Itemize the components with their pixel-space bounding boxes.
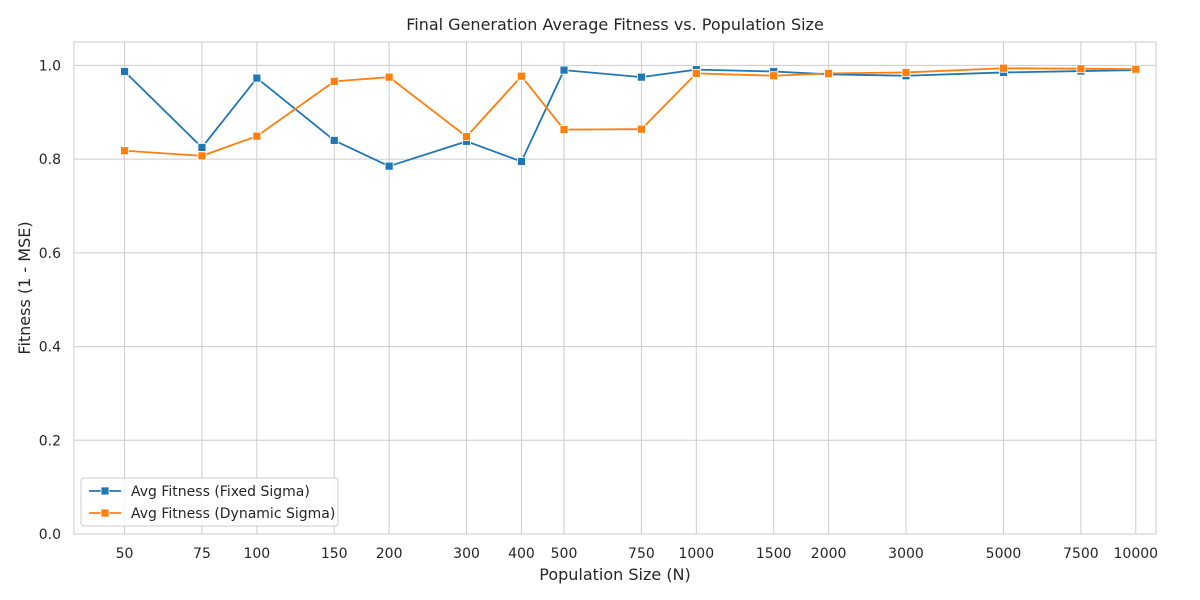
x-tick-label: 5000 [986,546,1022,562]
series-line [124,67,1136,157]
y-tick-label: 0.2 [39,433,61,449]
legend-marker [100,486,110,496]
data-point [769,71,779,81]
x-tick-label: 75 [193,546,211,562]
x-tick-label: 500 [551,546,578,562]
data-point [384,72,394,82]
x-tick-label: 2000 [811,546,847,562]
data-point [824,68,834,78]
x-tick-label: 1500 [756,546,792,562]
y-tick-label: 0.8 [39,152,61,168]
data-point [197,143,207,152]
legend: Avg Fitness (Fixed Sigma) Avg Fitness (Dy… [80,477,339,527]
chart-title: Final Generation Average Fitness vs. Pop… [406,15,824,34]
data-point [559,125,569,135]
data-point [120,146,129,156]
data-point [691,68,701,78]
data-point [462,132,471,142]
series-layer [120,63,1141,171]
data-point [999,63,1008,73]
x-tick-label: 1000 [678,546,714,562]
data-point [120,67,129,76]
data-point [1076,64,1086,74]
x-tick-label: 150 [321,546,348,562]
x-tick-label: 300 [453,546,480,562]
grid [74,42,1156,535]
x-tick-label: 200 [376,546,403,562]
x-tick-label: 3000 [888,546,924,562]
tick-labels: 50 75 100 150 200 300 400 500 750 1000 1500 2000 300… [39,58,1158,562]
x-tick-label: 100 [243,546,270,562]
legend-item: Avg Fitness (Fixed Sigma) [89,484,310,500]
y-tick-label: 0.6 [39,246,61,262]
x-axis-title: Population Size (N) [539,565,691,584]
y-tick-label: 0.4 [39,340,61,356]
x-tick-label: 7500 [1063,546,1099,562]
data-point [637,124,646,134]
x-tick-label: 750 [628,546,655,562]
y-tick-label: 1.0 [39,58,61,74]
data-point [901,68,911,77]
data-point [517,157,526,166]
data-point [197,151,207,161]
x-tick-label: 400 [508,546,535,562]
data-point [559,65,569,75]
data-point [252,131,262,141]
data-point [637,72,646,82]
legend-box [80,477,339,527]
data-point [1131,64,1141,74]
data-point [329,76,339,86]
data-point [252,73,262,83]
legend-marker [100,508,110,518]
legend-label: Avg Fitness (Dynamic Sigma) [131,506,335,522]
x-tick-label: 50 [116,546,134,562]
data-point [384,161,394,171]
legend-item: Avg Fitness (Dynamic Sigma) [89,506,335,522]
legend-label: Avg Fitness (Fixed Sigma) [131,484,310,500]
data-point [329,135,339,145]
data-point [517,71,526,81]
series-2 [120,63,1141,161]
plot-frame [73,41,1157,535]
y-axis-title: Fitness (1 - MSE) [15,221,34,354]
x-tick-label: 10000 [1114,546,1159,562]
y-tick-label: 0.0 [39,527,61,543]
